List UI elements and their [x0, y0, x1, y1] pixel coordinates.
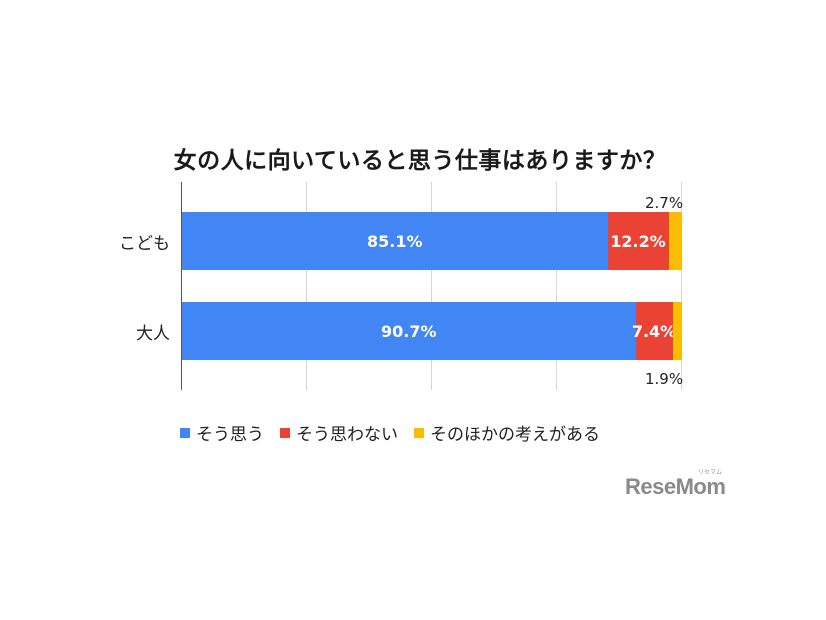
legend: そう思う そう思わない そのほかの考えがある: [180, 420, 616, 445]
value-label: 7.4%: [631, 321, 677, 341]
gridline-100: [681, 182, 682, 390]
bar-kodomo: 85.1% 12.2%: [182, 212, 682, 270]
chart-title: 女の人に向いていると思う仕事はありますか？: [173, 148, 667, 174]
bar-otona: 90.7% 7.4%: [182, 302, 682, 360]
gridline-25: [306, 182, 307, 390]
segment-agree: 90.7%: [182, 302, 636, 360]
legend-swatch-blue: [180, 427, 190, 438]
segment-disagree: 7.4%: [632, 302, 676, 360]
plot-area: 85.1% 12.2% 90.7% 7.4%: [181, 182, 682, 390]
value-label: 12.2%: [610, 231, 666, 251]
legend-swatch-yellow: [414, 427, 424, 438]
gridline-50: [431, 182, 432, 390]
legend-item-disagree: そう思わない: [280, 420, 398, 445]
value-label: 90.7%: [380, 321, 437, 341]
legend-item-other: そのほかの考えがある: [414, 420, 600, 445]
legend-item-agree: そう思う: [180, 420, 264, 445]
legend-label: そのほかの考えがある: [430, 425, 600, 445]
gridline-75: [556, 182, 557, 390]
outside-label-kodomo-other: 2.7%: [645, 194, 684, 212]
resemom-logo: ReseMom: [625, 474, 726, 499]
segment-disagree: 12.2%: [607, 212, 669, 270]
legend-label: そう思う: [196, 425, 264, 445]
legend-swatch-red: [280, 427, 290, 438]
segment-other: [672, 302, 682, 360]
value-label: 85.1%: [366, 231, 423, 251]
y-axis-line: [181, 182, 182, 390]
logo-subtext: リセマム: [698, 469, 723, 476]
legend-label: そう思わない: [296, 425, 398, 445]
category-label-otona: 大人: [136, 324, 170, 344]
segment-agree: 85.1%: [182, 212, 608, 270]
segment-other: [668, 212, 682, 270]
category-label-kodomo: こども: [119, 234, 170, 254]
outside-label-otona-other: 1.9%: [645, 370, 684, 388]
